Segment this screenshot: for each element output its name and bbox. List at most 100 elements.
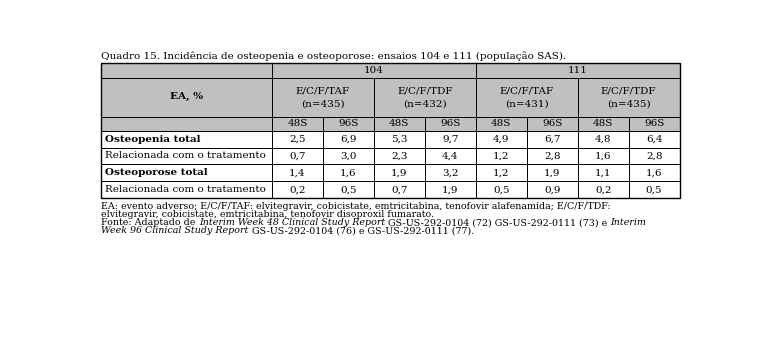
Bar [374,117,425,131]
Text: Relacionada com o tratamento: Relacionada com o tratamento [105,185,266,194]
Bar [101,131,272,147]
Bar [527,182,578,198]
Text: 48S: 48S [593,119,613,128]
Bar [272,164,323,182]
Text: 48S: 48S [287,119,308,128]
Bar [272,63,475,78]
Text: Week 96 Clinical Study Report: Week 96 Clinical Study Report [101,226,249,235]
Bar [272,131,323,147]
Text: Interim Week 48 Clinical Study Report: Interim Week 48 Clinical Study Report [199,219,385,227]
Text: 48S: 48S [389,119,409,128]
Bar [578,117,629,131]
Text: Osteoporose total: Osteoporose total [105,168,208,178]
Bar [101,78,272,117]
Text: Relacionada com o tratamento: Relacionada com o tratamento [105,151,266,160]
Text: 1,9: 1,9 [391,168,408,178]
Text: 1,9: 1,9 [544,168,561,178]
Text: 5,3: 5,3 [391,135,408,143]
Text: 0,9: 0,9 [544,185,561,194]
Bar [101,147,272,164]
Text: 0,5: 0,5 [493,185,510,194]
Bar [578,78,680,117]
Text: 3,2: 3,2 [442,168,459,178]
Bar [101,63,680,198]
Text: 1,2: 1,2 [493,168,510,178]
Bar [425,164,475,182]
Bar [425,147,475,164]
Bar [374,131,425,147]
Text: 104: 104 [364,66,384,75]
Bar [374,78,475,117]
Bar [425,117,475,131]
Text: Osteopenia total: Osteopenia total [105,135,201,143]
Text: 2,3: 2,3 [391,151,408,160]
Bar [272,147,323,164]
Bar [629,164,680,182]
Bar [101,164,272,182]
Text: 1,4: 1,4 [289,168,306,178]
Text: Quadro 15. Incidência de osteopenia e osteoporose: ensaios 104 e 111 (população : Quadro 15. Incidência de osteopenia e os… [101,51,567,61]
Text: GS-US-292-0104 (76) e GS-US-292-0111 (77).: GS-US-292-0104 (76) e GS-US-292-0111 (77… [249,226,474,235]
Bar [527,164,578,182]
Bar [629,131,680,147]
Text: 1,2: 1,2 [493,151,510,160]
Bar [475,164,527,182]
Text: 0,7: 0,7 [289,151,306,160]
Bar [578,164,629,182]
Bar [323,182,374,198]
Text: 2,5: 2,5 [289,135,306,143]
Text: 4,4: 4,4 [442,151,459,160]
Bar [323,164,374,182]
Bar [629,182,680,198]
Bar [101,117,272,131]
Text: 9,7: 9,7 [442,135,459,143]
Text: 1,9: 1,9 [442,185,459,194]
Text: 6,4: 6,4 [646,135,662,143]
Text: (n=435): (n=435) [301,100,344,109]
Bar [629,147,680,164]
Text: 0,7: 0,7 [391,185,408,194]
Text: Interim: Interim [610,219,646,227]
Text: E/C/F/TDF: E/C/F/TDF [601,86,656,95]
Bar [629,117,680,131]
Bar [272,117,323,131]
Text: 111: 111 [568,66,588,75]
Text: 4,8: 4,8 [595,135,611,143]
Bar [272,78,374,117]
Bar [578,147,629,164]
Text: 0,5: 0,5 [646,185,662,194]
Bar [475,78,578,117]
Text: elvitegravir, cobicistate, emtricitabina, tenofovir disoproxil fumarato.: elvitegravir, cobicistate, emtricitabina… [101,210,434,219]
Text: E/C/F/TAF: E/C/F/TAF [296,86,350,95]
Text: (n=435): (n=435) [607,100,651,109]
Text: E/C/F/TAF: E/C/F/TAF [500,86,554,95]
Bar [374,147,425,164]
Bar [101,182,272,198]
Text: 3,0: 3,0 [340,151,357,160]
Text: 4,9: 4,9 [493,135,510,143]
Bar [101,63,272,78]
Text: 2,8: 2,8 [544,151,561,160]
Bar [323,131,374,147]
Bar [272,182,323,198]
Bar [323,117,374,131]
Text: 48S: 48S [491,119,511,128]
Text: 6,7: 6,7 [544,135,561,143]
Text: 0,2: 0,2 [595,185,611,194]
Bar [475,117,527,131]
Bar [374,164,425,182]
Text: 0,5: 0,5 [340,185,357,194]
Text: 1,1: 1,1 [595,168,611,178]
Text: 0,2: 0,2 [289,185,306,194]
Text: GS-US-292-0104 (72) GS-US-292-0111 (73) e: GS-US-292-0104 (72) GS-US-292-0111 (73) … [385,219,610,227]
Bar [475,131,527,147]
Bar [425,131,475,147]
Bar [475,147,527,164]
Text: Fonte: Adaptado de: Fonte: Adaptado de [101,219,199,227]
Bar [323,147,374,164]
Text: (n=432): (n=432) [403,100,447,109]
Text: 96S: 96S [644,119,664,128]
Text: 1,6: 1,6 [646,168,662,178]
Bar [527,131,578,147]
Bar [475,63,680,78]
